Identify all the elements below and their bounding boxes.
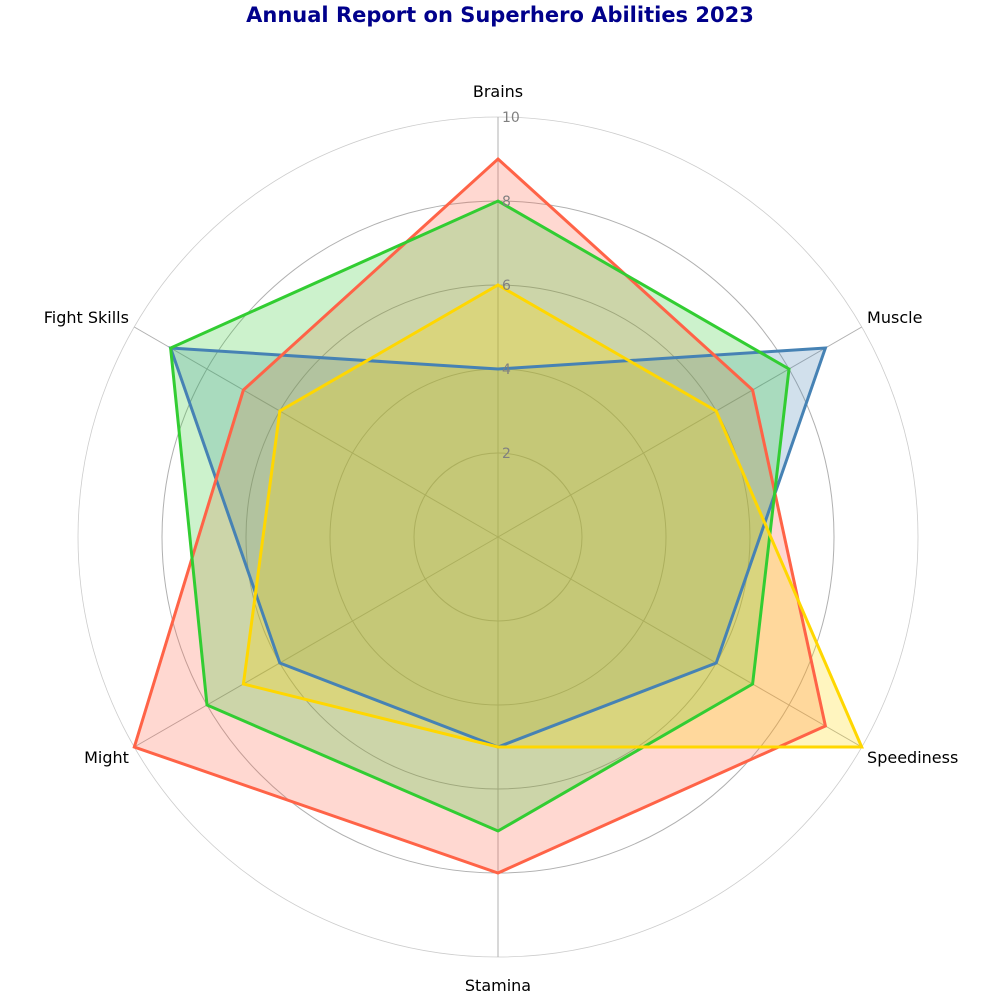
grid-spoke (497, 536, 862, 748)
series-layer (132, 156, 864, 875)
category-label: Fight Skills (44, 308, 129, 327)
r-tick-label: 10 (502, 110, 520, 126)
r-tick-label: 8 (502, 194, 511, 210)
series-line (132, 156, 828, 875)
r-tick-label: 6 (502, 278, 511, 294)
series-line (241, 283, 864, 749)
category-label: Stamina (465, 976, 531, 995)
grid-spoke (497, 326, 862, 538)
grid-spoke (134, 536, 499, 748)
series-line (168, 199, 791, 833)
grid-spoke (134, 326, 499, 538)
series-area (243, 285, 862, 747)
r-tick-label: 4 (502, 362, 511, 378)
label-layer: 2 4 6 8 10 Brains Muscle Speediness Stamina Might… (44, 82, 959, 995)
category-label: Muscle (867, 308, 922, 327)
chart-title: Annual Report on Superhero Abilities 202… (246, 3, 754, 27)
category-label: Brains (473, 82, 523, 101)
series-area (170, 348, 826, 747)
r-tick-label: 2 (502, 446, 511, 462)
series-area (134, 159, 826, 873)
category-label: Might (84, 748, 129, 767)
category-label: Speediness (867, 748, 958, 767)
